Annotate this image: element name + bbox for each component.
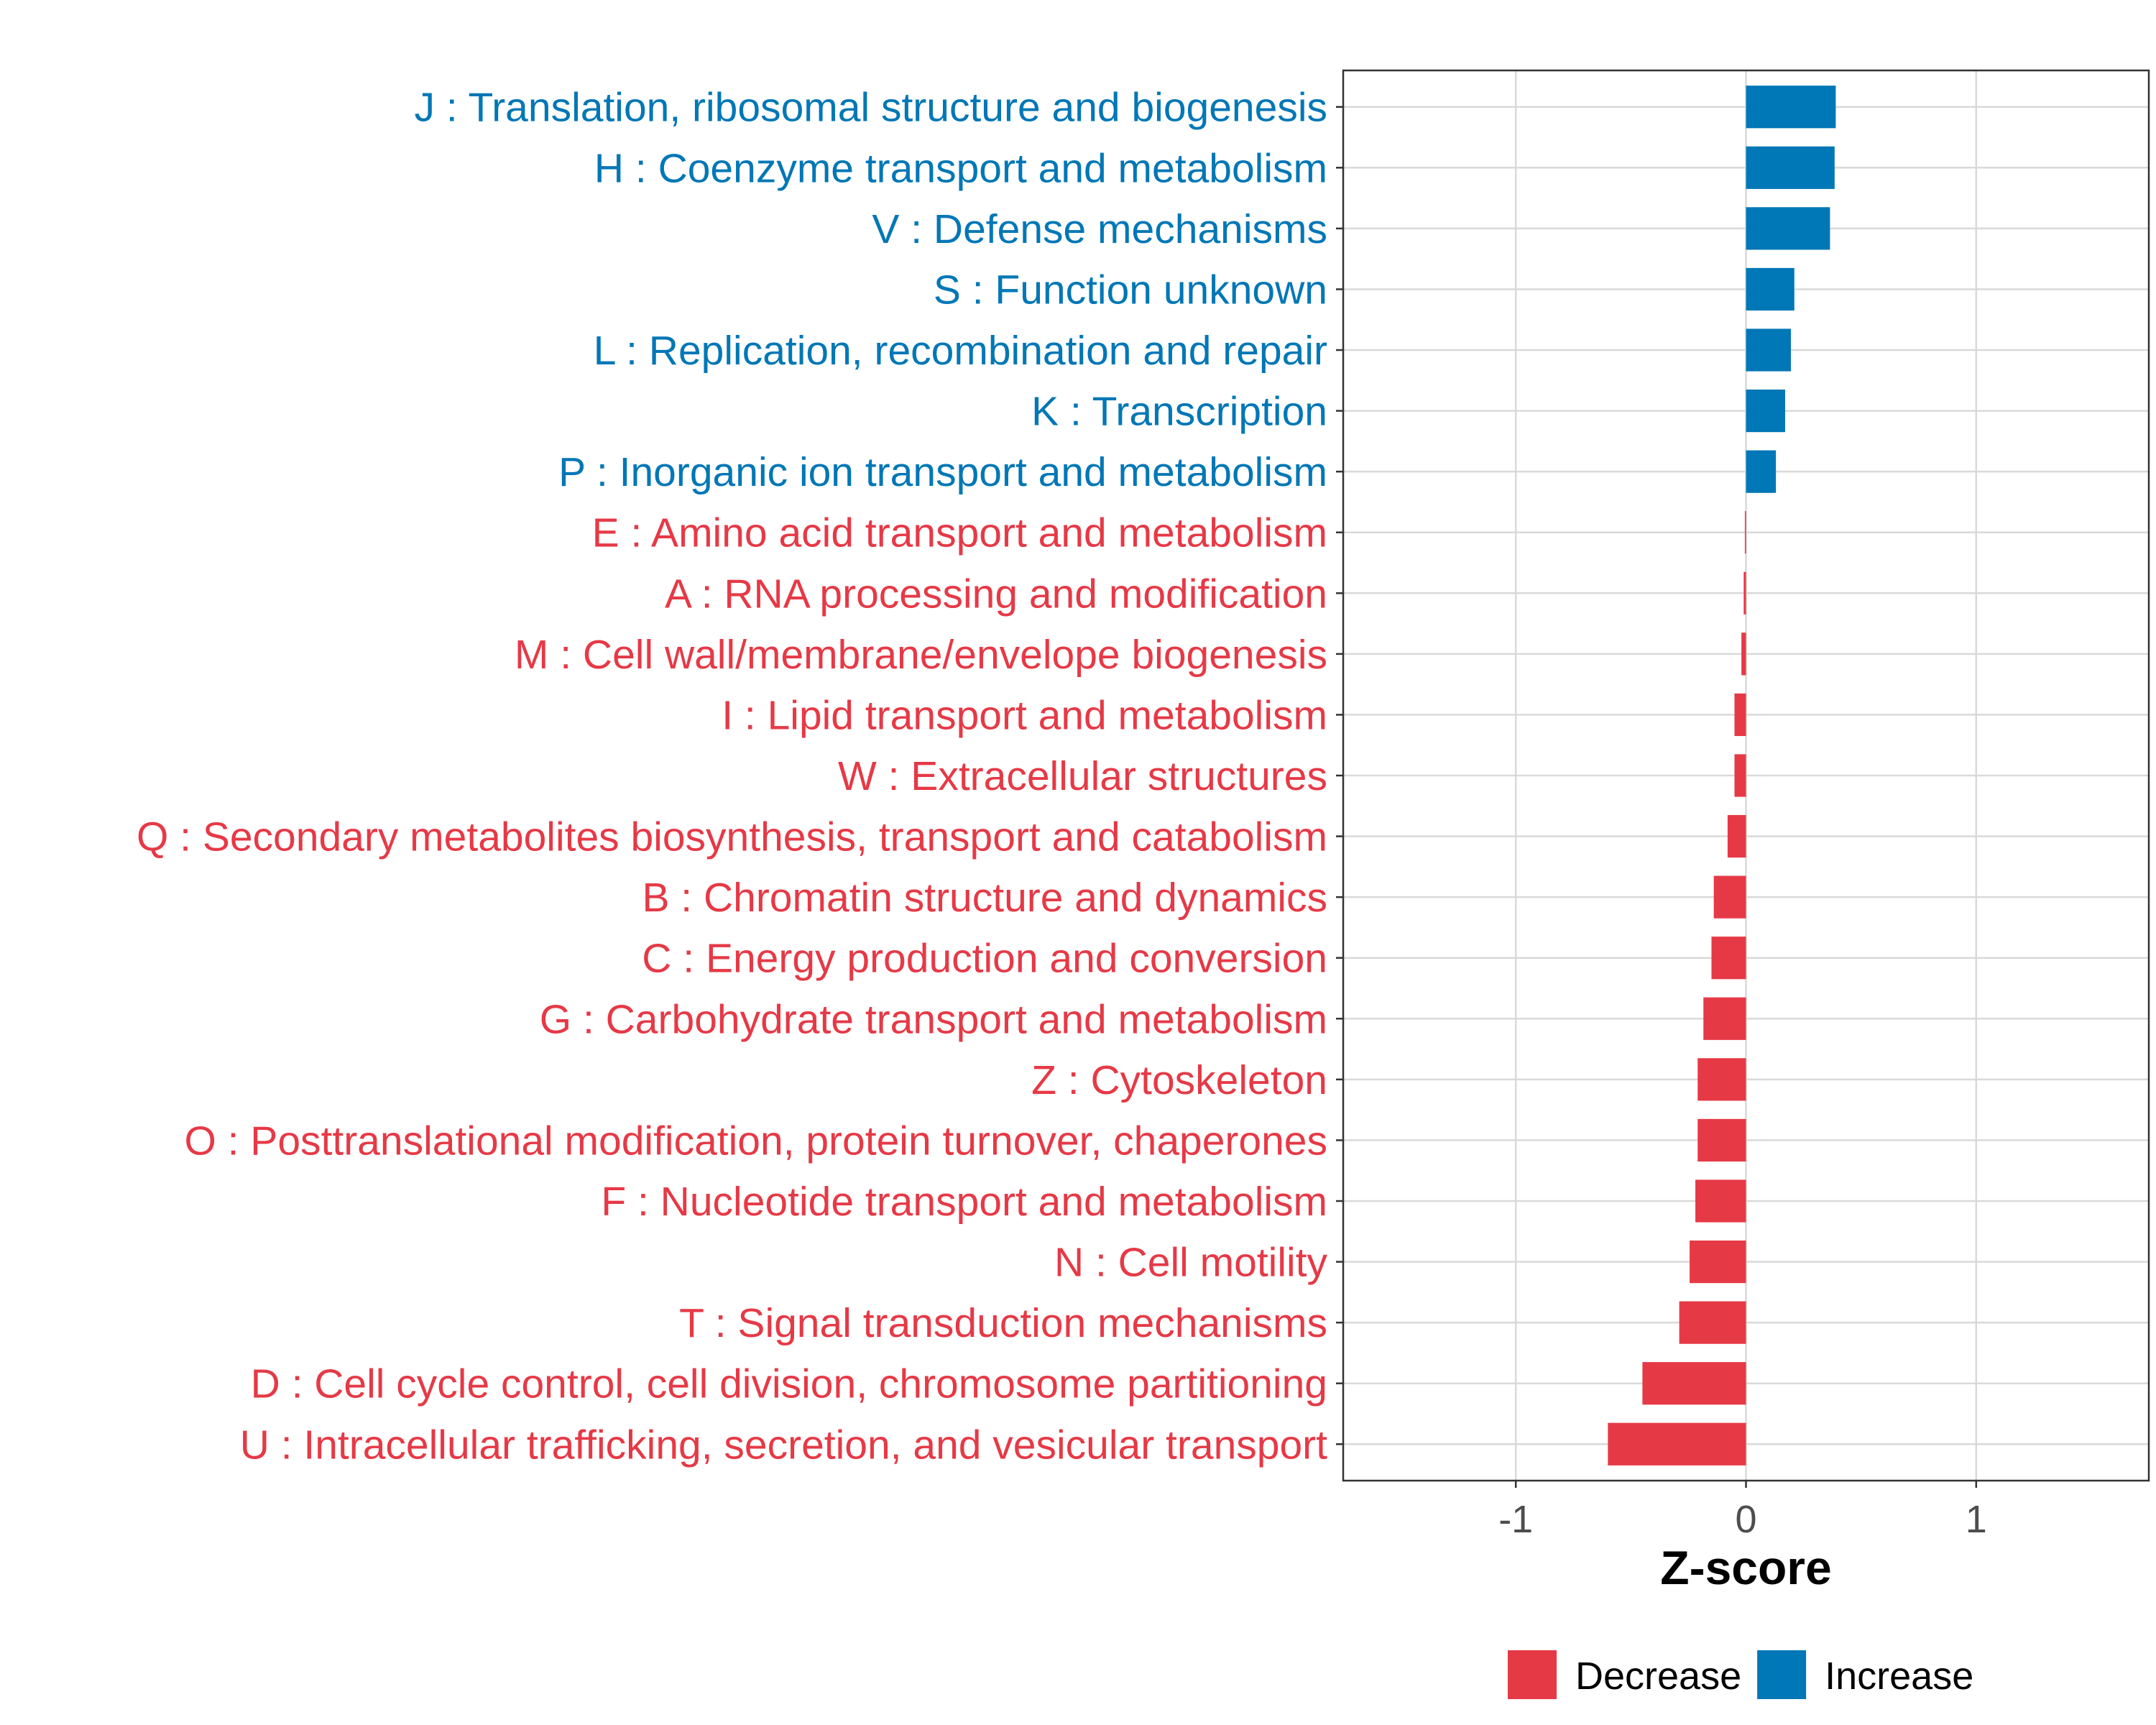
category-label: Z : Cytoskeleton bbox=[1031, 1057, 1327, 1103]
bar-d bbox=[1642, 1362, 1746, 1405]
bars bbox=[1608, 86, 1836, 1466]
bar-g bbox=[1703, 997, 1746, 1040]
legend: Decrease Increase bbox=[1508, 1650, 1973, 1699]
category-label: V : Defense mechanisms bbox=[872, 206, 1327, 252]
legend-label-increase: Increase bbox=[1825, 1655, 1973, 1698]
category-label: W : Extracellular structures bbox=[838, 753, 1327, 799]
category-label: F : Nucleotide transport and metabolism bbox=[601, 1179, 1327, 1225]
bar-t bbox=[1679, 1301, 1746, 1344]
category-label: G : Carbohydrate transport and metabolis… bbox=[540, 996, 1327, 1042]
bar-n bbox=[1690, 1240, 1746, 1284]
bar-z bbox=[1697, 1058, 1746, 1101]
y-axis: J : Translation, ribosomal structure and… bbox=[137, 85, 1343, 1468]
category-label: I : Lipid transport and metabolism bbox=[722, 692, 1327, 738]
bar-p bbox=[1746, 450, 1777, 493]
category-label: N : Cell motility bbox=[1054, 1240, 1328, 1286]
bar-a bbox=[1743, 571, 1746, 615]
category-label: S : Function unknown bbox=[934, 267, 1327, 313]
bar-b bbox=[1713, 875, 1746, 919]
x-axis-title: Z-score bbox=[1660, 1541, 1831, 1594]
bar-c bbox=[1711, 937, 1746, 980]
x-tick-label: 1 bbox=[1966, 1498, 1987, 1541]
category-label: L : Replication, recombination and repai… bbox=[594, 328, 1327, 374]
bar-o bbox=[1697, 1118, 1746, 1162]
bar-j bbox=[1746, 86, 1836, 129]
bar-s bbox=[1746, 267, 1795, 311]
category-label: Q : Secondary metabolites biosynthesis, … bbox=[137, 814, 1327, 860]
category-label: H : Coenzyme transport and metabolism bbox=[594, 145, 1327, 191]
category-label: T : Signal transduction mechanisms bbox=[679, 1300, 1327, 1346]
category-label: A : RNA processing and modification bbox=[665, 571, 1327, 617]
category-label: D : Cell cycle control, cell division, c… bbox=[251, 1361, 1327, 1407]
bar-m bbox=[1741, 632, 1746, 676]
category-label: P : Inorganic ion transport and metaboli… bbox=[558, 449, 1327, 495]
legend-swatch-decrease bbox=[1508, 1650, 1557, 1699]
category-label: E : Amino acid transport and metabolism bbox=[592, 510, 1327, 556]
category-label: O : Posttranslational modification, prot… bbox=[184, 1118, 1327, 1164]
legend-swatch-increase bbox=[1757, 1650, 1807, 1699]
bar-h bbox=[1746, 146, 1835, 189]
bar-f bbox=[1695, 1179, 1746, 1223]
category-label: B : Chromatin structure and dynamics bbox=[642, 875, 1327, 921]
bar-v bbox=[1746, 207, 1830, 250]
bar-q bbox=[1727, 814, 1746, 858]
bar-k bbox=[1746, 389, 1785, 433]
bar-l bbox=[1746, 328, 1791, 372]
bar-u bbox=[1608, 1422, 1746, 1466]
x-tick-label: 0 bbox=[1735, 1498, 1756, 1541]
category-label: U : Intracellular trafficking, secretion… bbox=[240, 1422, 1327, 1468]
bar-w bbox=[1734, 754, 1746, 797]
category-label: M : Cell wall/membrane/envelope biogenes… bbox=[515, 632, 1327, 678]
x-axis: -1 0 1 bbox=[1498, 1481, 1987, 1541]
category-label: C : Energy production and conversion bbox=[642, 936, 1327, 982]
category-label: K : Transcription bbox=[1031, 389, 1327, 435]
bar-e bbox=[1744, 511, 1746, 554]
x-tick-label: -1 bbox=[1498, 1498, 1533, 1541]
bar-i bbox=[1734, 693, 1746, 737]
category-label: J : Translation, ribosomal structure and… bbox=[415, 85, 1327, 131]
legend-label-decrease: Decrease bbox=[1575, 1655, 1741, 1698]
